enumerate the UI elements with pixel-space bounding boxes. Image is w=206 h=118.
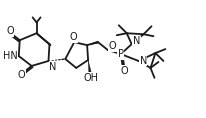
- Text: HN: HN: [3, 51, 18, 61]
- Text: O: O: [69, 32, 77, 42]
- Text: O: O: [6, 26, 14, 36]
- Text: O: O: [121, 66, 129, 76]
- Text: OH: OH: [84, 73, 99, 83]
- Text: N: N: [133, 36, 140, 46]
- Text: N: N: [49, 62, 57, 72]
- Text: O: O: [18, 70, 26, 80]
- Polygon shape: [88, 60, 91, 73]
- Text: P: P: [118, 49, 124, 59]
- Polygon shape: [87, 41, 98, 45]
- Text: O: O: [109, 41, 117, 51]
- Text: N: N: [140, 56, 147, 66]
